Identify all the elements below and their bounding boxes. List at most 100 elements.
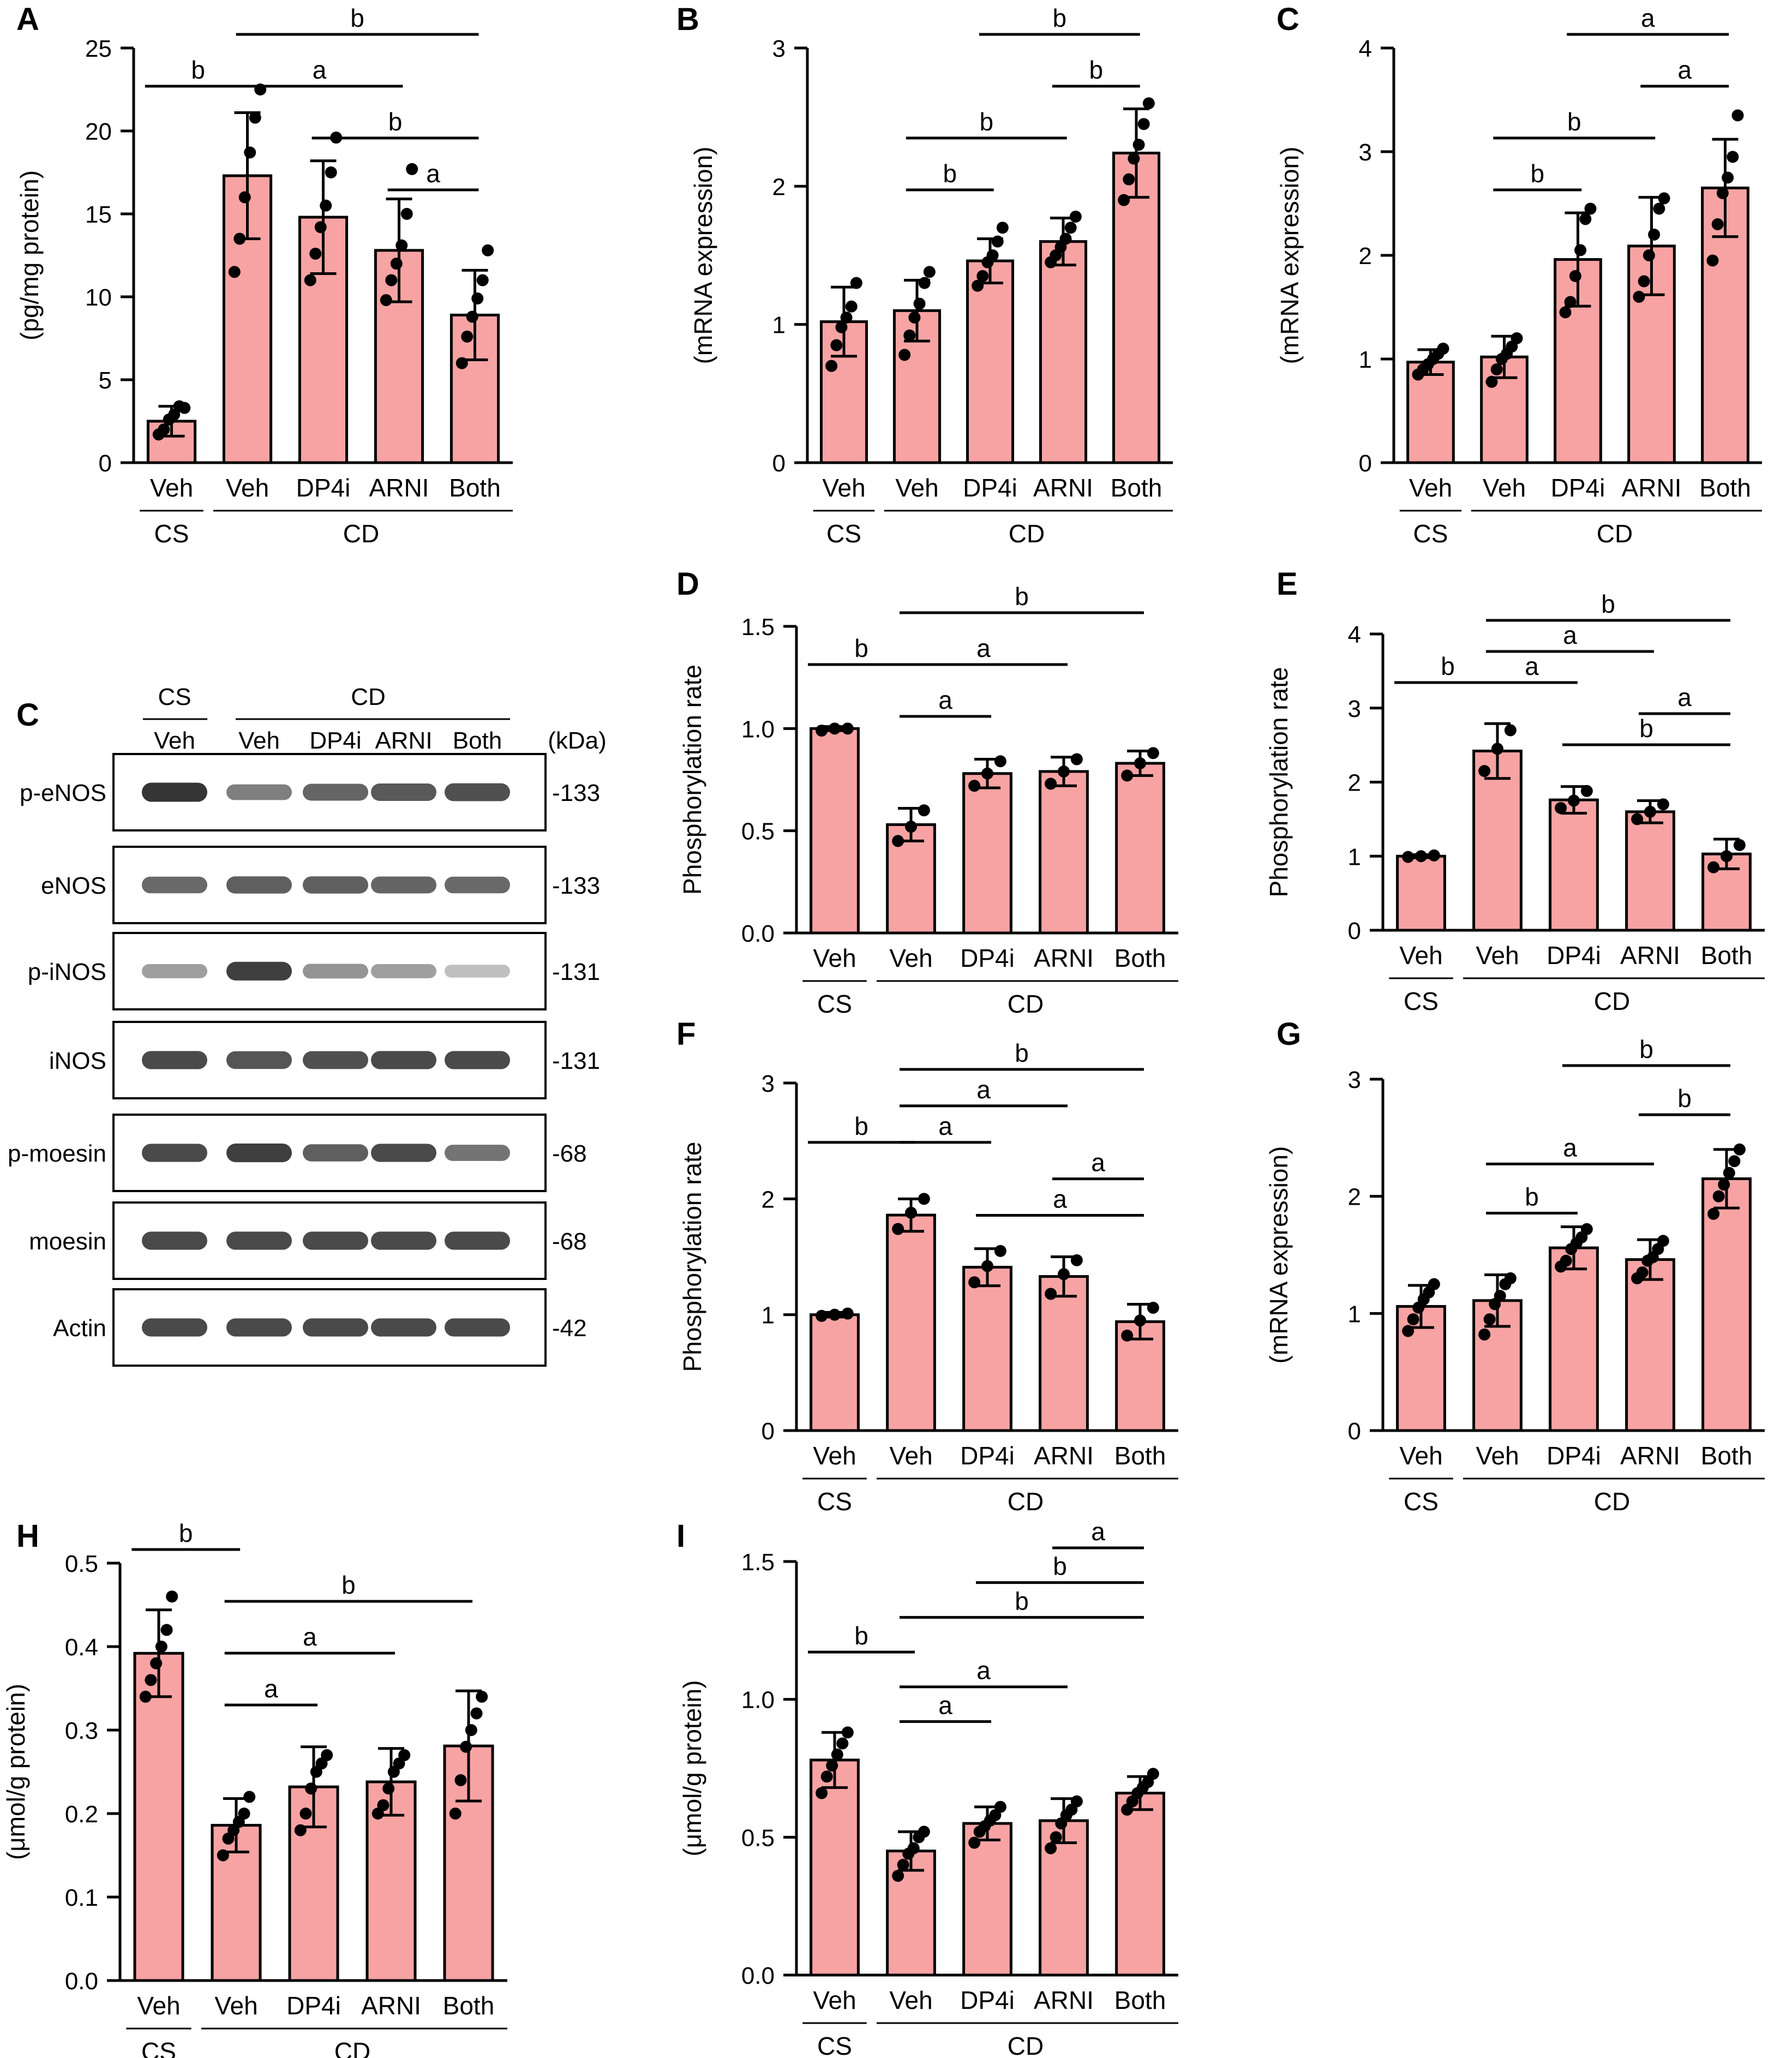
y-tick-label: 3	[1348, 696, 1361, 722]
data-point	[1059, 232, 1072, 245]
group-label-cs: CS	[141, 2037, 176, 2058]
blot-kda-unit: (kDa)	[548, 727, 607, 754]
y-tick-label: 5	[99, 367, 112, 394]
significance-label: a	[1091, 1517, 1105, 1546]
data-point	[166, 1590, 178, 1603]
panel-label: E	[1276, 566, 1298, 602]
data-point	[243, 1791, 256, 1803]
data-point	[1722, 171, 1734, 184]
significance-label: a	[938, 1691, 952, 1719]
significance-label: b	[1567, 107, 1581, 136]
data-point	[994, 1245, 1006, 1257]
blot-band	[303, 783, 368, 801]
blot-band	[445, 876, 510, 894]
data-point	[1574, 244, 1587, 256]
blot-band	[142, 1051, 207, 1069]
significance-label: b	[350, 4, 364, 32]
data-point	[1648, 229, 1661, 241]
data-point	[1559, 306, 1572, 319]
blot-band	[445, 783, 510, 801]
data-point	[476, 274, 489, 286]
data-point	[217, 1849, 229, 1862]
data-point	[1064, 222, 1077, 234]
x-tick-label: DP4i	[960, 1441, 1015, 1470]
data-point	[968, 780, 981, 792]
blot-band	[445, 1145, 510, 1161]
x-tick-label: DP4i	[1547, 941, 1601, 970]
group-label-cs: CS	[817, 1487, 852, 1516]
y-tick-label: 3	[1359, 139, 1372, 166]
y-tick-label: 0.0	[741, 1963, 775, 1989]
data-point	[986, 249, 999, 261]
group-label-cs: CS	[1404, 1487, 1439, 1516]
significance-label: b	[1441, 652, 1455, 680]
data-point	[996, 222, 1009, 234]
significance-label: b	[179, 1519, 193, 1547]
data-point	[398, 1749, 411, 1761]
data-point	[1504, 1272, 1517, 1284]
data-point	[1069, 211, 1082, 223]
data-point	[1633, 291, 1645, 303]
data-point	[139, 1690, 152, 1703]
data-point	[1121, 1329, 1134, 1342]
data-point	[1706, 254, 1719, 267]
data-point	[892, 1870, 904, 1882]
data-point	[304, 274, 316, 286]
y-tick-label: 0.4	[65, 1634, 98, 1661]
data-point	[1478, 1328, 1491, 1341]
blot-band	[371, 964, 436, 979]
blot-kda-label: -131	[552, 959, 600, 985]
significance-label: b	[980, 107, 994, 136]
bar	[1396, 854, 1446, 932]
chart-d: D 0.0 0.5 1.0 1.5 Phosphorylation rate Veh Veh D…	[676, 566, 1178, 1018]
x-tick-label: DP4i	[1551, 474, 1605, 502]
data-point	[160, 1624, 173, 1636]
data-point	[829, 722, 841, 735]
panel-label: H	[16, 1518, 39, 1554]
bar	[1039, 1275, 1089, 1432]
data-point	[1118, 194, 1130, 206]
significance-label: a	[976, 1075, 991, 1104]
group-label-cd: CD	[1008, 1487, 1044, 1516]
panel-label: A	[16, 2, 39, 37]
data-point	[1555, 802, 1567, 815]
y-tick-label: 2	[772, 174, 786, 200]
data-point	[905, 1206, 917, 1219]
data-point	[826, 1759, 838, 1772]
group-label-cd: CD	[1594, 1487, 1630, 1516]
blot-band	[142, 964, 207, 979]
y-axis-title: Phosphorylation rate	[678, 665, 706, 895]
data-point	[1580, 1223, 1593, 1235]
bar	[962, 772, 1012, 935]
y-tick-label: 0	[99, 450, 112, 477]
y-tick-label: 1	[762, 1302, 775, 1329]
data-point	[1569, 270, 1581, 282]
chart-f: F 0 1 2 3 Phosphorylation rate Veh Veh DP4i ARNI B…	[676, 1016, 1178, 1516]
data-point	[825, 360, 838, 372]
x-tick-label: Veh	[889, 1986, 932, 2014]
data-point	[1045, 1842, 1057, 1854]
y-tick-label: 15	[85, 201, 112, 228]
blot-band	[142, 876, 207, 894]
western-blot: C CS CD Veh Veh DP4i ARNI Both (kDa) p-eNOS -133 eN…	[8, 684, 607, 1367]
blot-lane-label: Veh	[238, 727, 280, 754]
data-point	[903, 329, 916, 342]
blot-kda-label: -68	[552, 1140, 587, 1167]
data-point	[835, 321, 848, 333]
y-axis-title: (mRNA expression)	[689, 147, 717, 364]
data-point	[1128, 152, 1140, 165]
data-point	[820, 1770, 833, 1783]
data-point	[1123, 173, 1135, 186]
blot-kda-label: -42	[552, 1315, 587, 1342]
blot-kda-label: -68	[552, 1228, 587, 1255]
blot-lane-label: DP4i	[309, 727, 361, 754]
x-tick-label: Both	[449, 474, 501, 502]
data-point	[382, 1782, 395, 1795]
data-point	[1058, 1268, 1070, 1281]
data-point	[1437, 343, 1449, 355]
data-point	[1644, 805, 1656, 818]
data-point	[994, 755, 1006, 768]
data-point	[1733, 839, 1746, 851]
x-tick-label: ARNI	[1034, 944, 1094, 972]
data-point	[1560, 1254, 1572, 1267]
